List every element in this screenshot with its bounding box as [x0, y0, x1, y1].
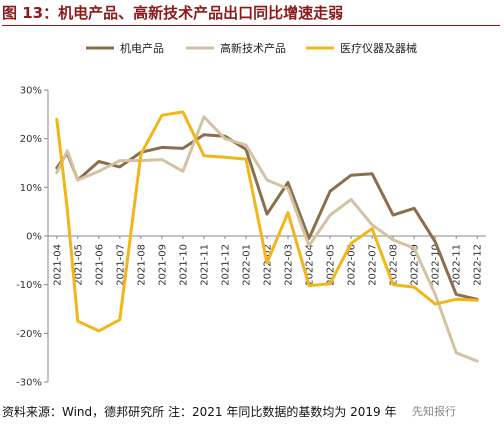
- chart-series: [55, 110, 479, 363]
- x-tick-label: 2021-08: [136, 244, 147, 286]
- chart-axes: 30% 20% 10% 0% -10% -20% -30% 2021-04 2021-05 202…: [16, 86, 486, 389]
- y-tick-label: -10%: [16, 280, 42, 291]
- y-tick-label: 20%: [20, 134, 42, 145]
- chart-legend: 机电产品 高新技术产品 医疗仪器及器械: [86, 41, 417, 55]
- legend-label-1: 机电产品: [120, 41, 164, 55]
- series-line-1: [55, 133, 479, 301]
- y-tick-label: -20%: [16, 329, 42, 340]
- x-tick-label: 2022-09: [410, 244, 421, 286]
- x-tick-label: 2021-04: [52, 244, 63, 286]
- y-tick-label: 30%: [20, 86, 42, 97]
- title-divider: [2, 25, 500, 26]
- x-tick-label: 2022-07: [368, 244, 379, 286]
- x-tick-label: 2021-07: [115, 244, 126, 286]
- watermark: 先知报行: [412, 405, 456, 418]
- legend-label-3: 医疗仪器及器械: [340, 41, 417, 55]
- x-tick-label: 2022-03: [284, 244, 295, 286]
- x-tick-label: 2022-04: [305, 244, 316, 286]
- x-tick-label: 2022-01: [241, 244, 252, 286]
- x-tick-label: 2021-09: [157, 244, 168, 286]
- x-tick-label: 2021-11: [199, 244, 210, 286]
- series-line-2: [55, 115, 479, 363]
- line-chart: 机电产品 高新技术产品 医疗仪器及器械 30% 20% 10% 0% -10% -20% -30…: [16, 41, 486, 389]
- x-tick-label: 2021-05: [73, 244, 84, 286]
- chart-title: 图 13：机电产品、高新技术产品出口同比增速走弱: [2, 4, 344, 22]
- x-tick-label: 2021-12: [220, 244, 231, 286]
- y-tick-label: 10%: [20, 183, 42, 194]
- y-tick-label: -30%: [16, 378, 42, 389]
- x-tick-label: 2022-02: [263, 244, 274, 286]
- x-tick-label: 2022-10: [431, 244, 442, 286]
- source-note: 资料来源：Wind，德邦研究所 注：2021 年同比数据的基数均为 2019 年: [2, 405, 397, 419]
- x-tick-label: 2022-05: [326, 244, 337, 286]
- y-tick-label: 0%: [26, 232, 42, 243]
- x-tick-label: 2022-08: [389, 244, 400, 286]
- x-tick-label: 2021-06: [94, 244, 105, 286]
- legend-label-2: 高新技术产品: [220, 41, 286, 55]
- x-tick-label: 2021-10: [178, 244, 189, 286]
- x-tick-label: 2022-12: [473, 244, 484, 286]
- x-tick-label: 2022-11: [452, 244, 463, 286]
- x-tick-label: 2022-06: [347, 244, 358, 286]
- series-line-3: [55, 110, 479, 333]
